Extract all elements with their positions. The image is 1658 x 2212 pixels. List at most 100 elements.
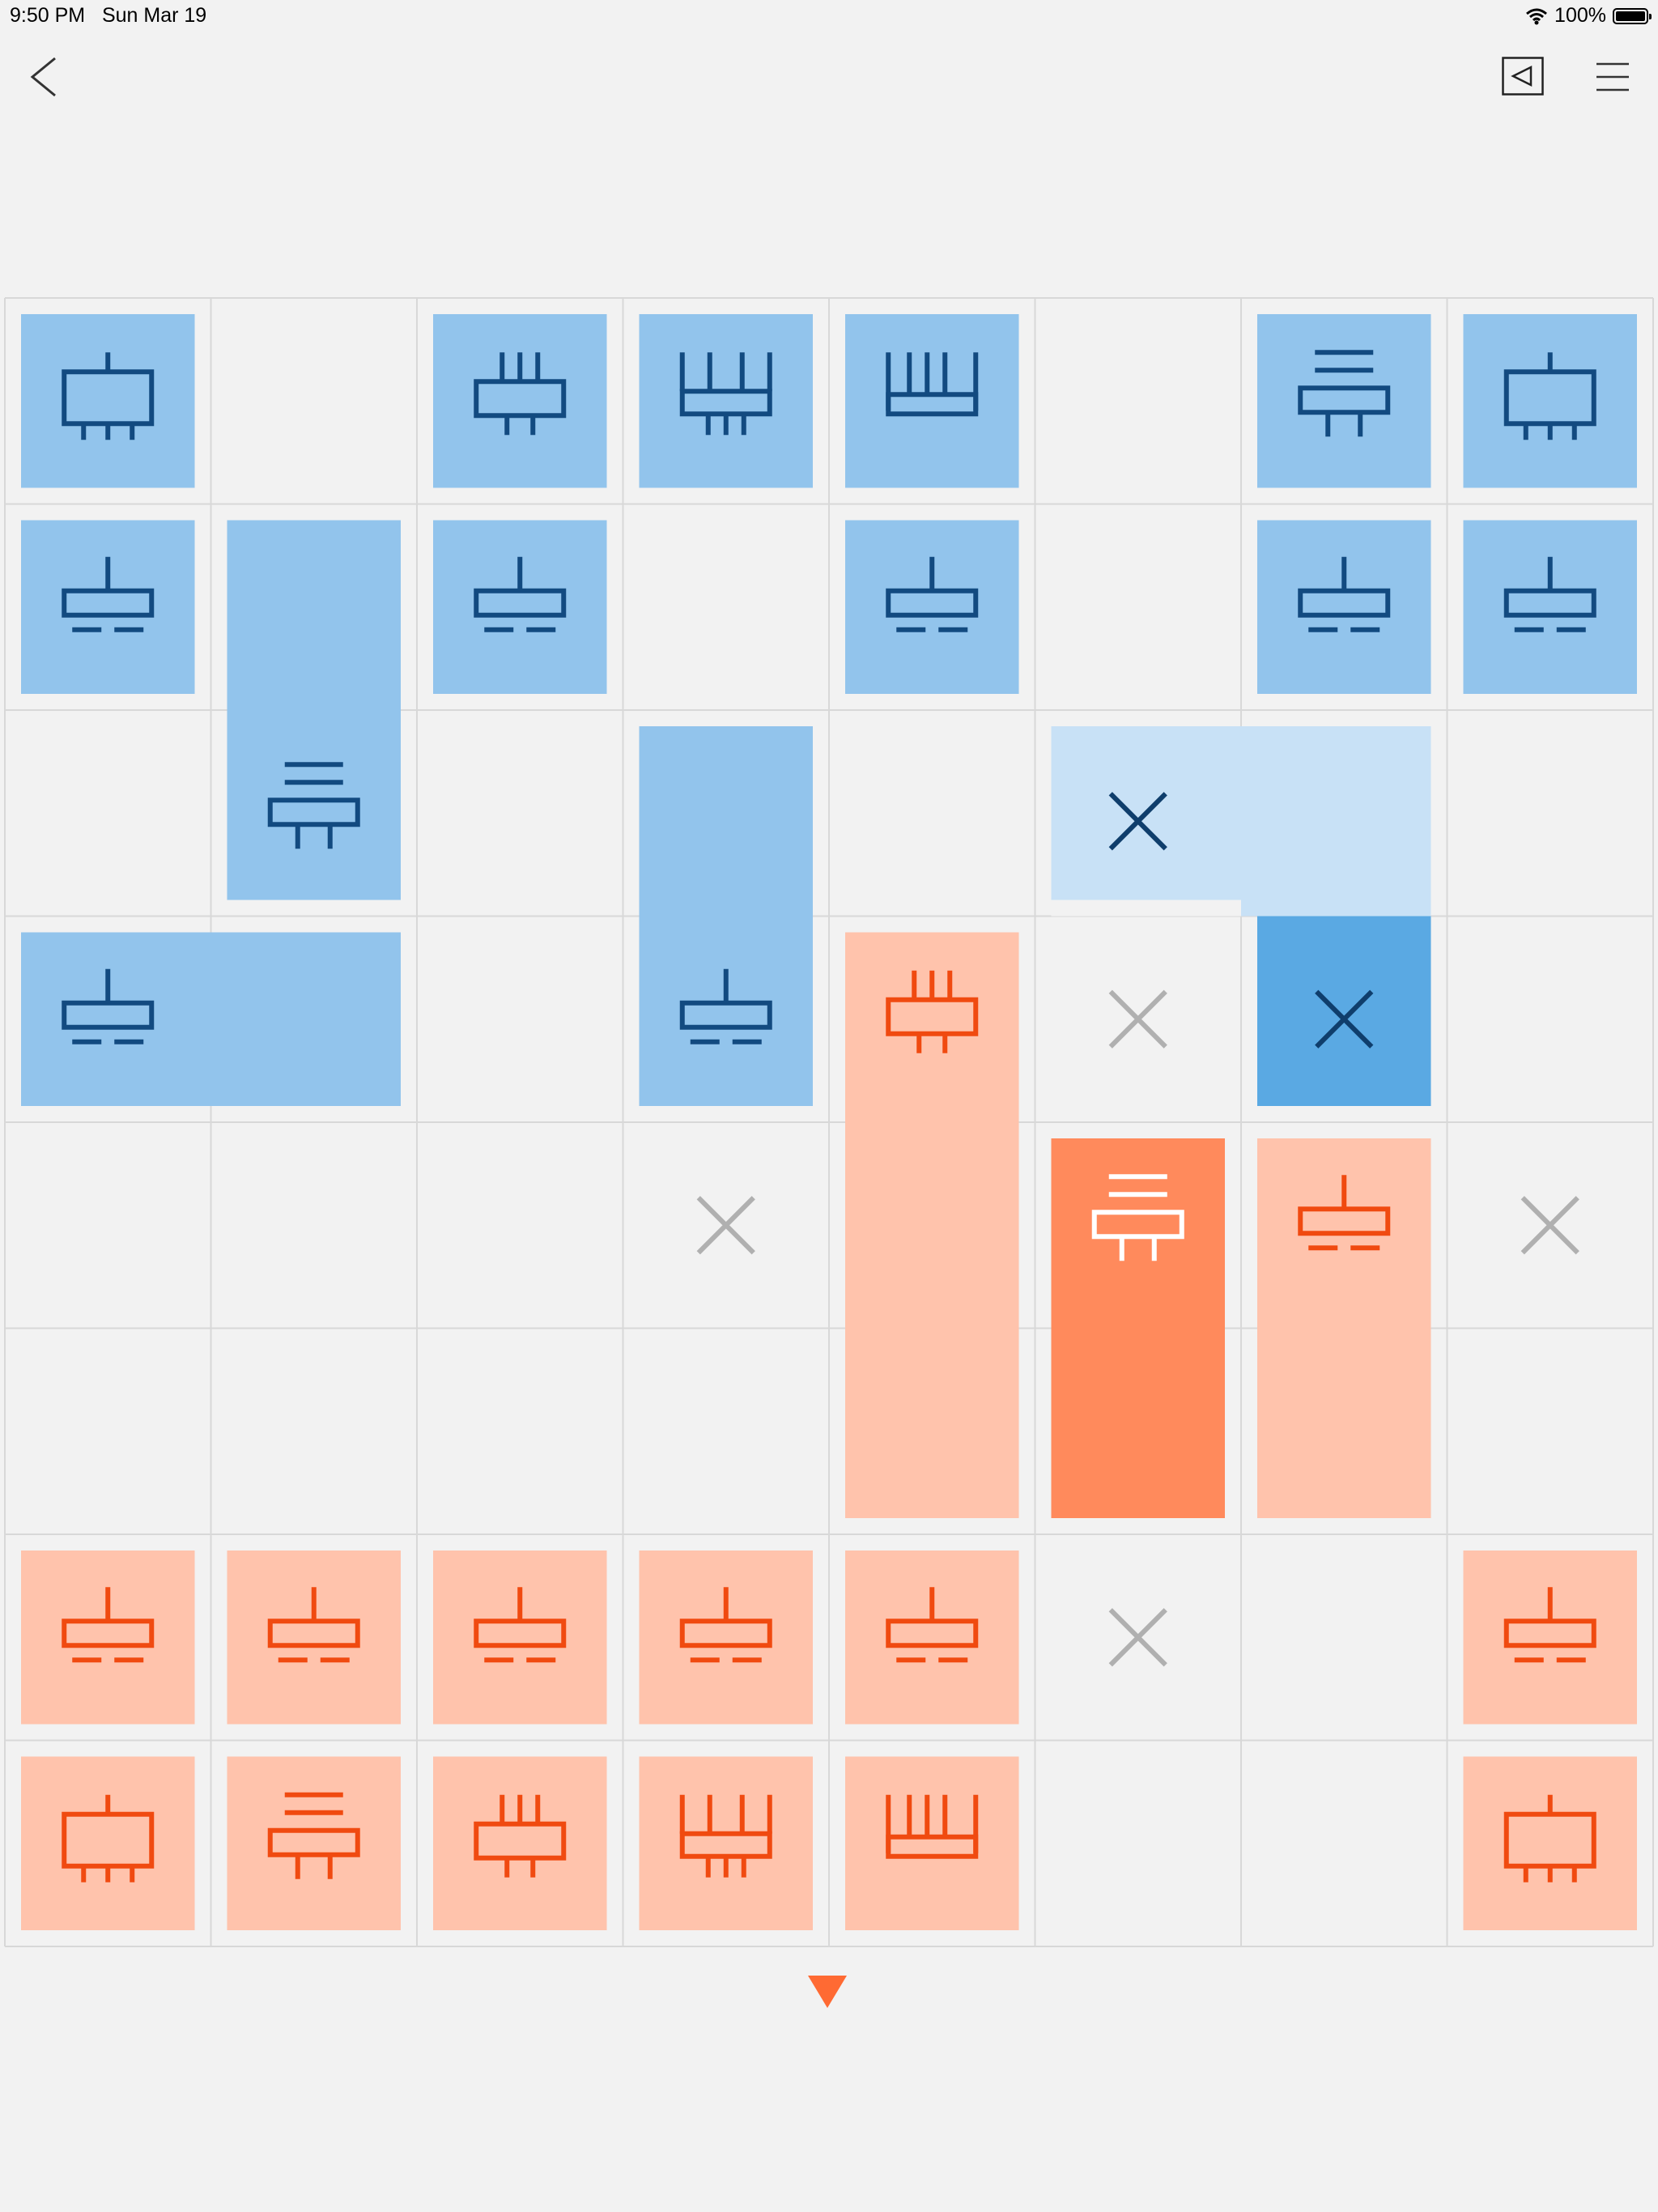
- blue-piece-body[interactable]: [1463, 314, 1638, 488]
- down-arrow-icon: [808, 1976, 847, 2008]
- orange-piece[interactable]: [845, 1551, 1019, 1725]
- orange-piece[interactable]: [1463, 1756, 1638, 1931]
- orange-piece-body[interactable]: [227, 1756, 402, 1931]
- move-target-cell[interactable]: [1051, 726, 1242, 917]
- orange-piece[interactable]: [845, 1756, 1019, 1931]
- available-move-x-icon: [696, 1196, 755, 1255]
- dash-glyph-icon: [886, 556, 979, 632]
- wifi-icon: [1526, 8, 1548, 24]
- orange-piece-body[interactable]: [21, 1551, 195, 1725]
- orange-piece[interactable]: [1257, 1138, 1431, 1518]
- prong4-glyph-icon: [679, 352, 772, 436]
- orange-piece[interactable]: [1463, 1551, 1638, 1725]
- battery-percent: 100%: [1554, 4, 1606, 27]
- dash-glyph-icon: [267, 1587, 360, 1663]
- dash-glyph-icon: [886, 1587, 979, 1663]
- blue-piece[interactable]: [433, 520, 607, 695]
- blue-piece[interactable]: [433, 314, 607, 488]
- blue-piece[interactable]: [21, 932, 401, 1107]
- blue-piece[interactable]: [845, 314, 1019, 488]
- orange-piece-body[interactable]: [639, 1756, 814, 1931]
- blue-piece-body[interactable]: [21, 932, 401, 1107]
- blue-piece[interactable]: [639, 726, 814, 1106]
- blue-piece-body[interactable]: [845, 314, 1019, 488]
- prong4-glyph-icon: [679, 1794, 772, 1878]
- orange-piece[interactable]: [639, 1551, 814, 1725]
- square-triangle-left-icon: [1502, 57, 1544, 96]
- comb-glyph-icon: [886, 352, 979, 417]
- blue-piece[interactable]: [845, 520, 1019, 695]
- highlight-notch: [1051, 900, 1241, 917]
- blue-piece-body[interactable]: [433, 520, 607, 695]
- blue-piece[interactable]: [227, 520, 402, 900]
- blue-piece-body[interactable]: [1257, 520, 1431, 695]
- status-time-date: 9:50 PM Sun Mar 19: [10, 4, 207, 27]
- available-move-x-icon: [1108, 1608, 1167, 1667]
- orange-piece-body[interactable]: [639, 1551, 814, 1725]
- prong3-glyph-icon: [886, 970, 979, 1053]
- dash-glyph-icon: [1503, 556, 1596, 632]
- blue-piece[interactable]: [1463, 520, 1638, 695]
- blue-piece-body[interactable]: [639, 314, 814, 488]
- blue-piece-body[interactable]: [1257, 314, 1431, 488]
- comb-glyph-icon: [886, 1794, 979, 1859]
- orange-piece-body[interactable]: [433, 1551, 607, 1725]
- move-highlight[interactable]: [1051, 726, 1431, 1107]
- move-target-cell[interactable]: [1241, 726, 1431, 917]
- orange-piece-body[interactable]: [845, 932, 1019, 1519]
- dash-glyph-icon: [1298, 556, 1391, 632]
- orange-piece[interactable]: [639, 1756, 814, 1931]
- selected-blue-cell[interactable]: [1257, 916, 1431, 1107]
- orange-piece[interactable]: [845, 932, 1019, 1519]
- orange-piece-body[interactable]: [1463, 1756, 1638, 1931]
- orange-piece-body[interactable]: [21, 1756, 195, 1931]
- back-button[interactable]: [28, 57, 60, 97]
- bar3-glyph-icon: [62, 352, 155, 440]
- orange-piece[interactable]: [21, 1756, 195, 1931]
- blue-piece[interactable]: [639, 314, 814, 488]
- bar3-glyph-icon: [62, 1794, 155, 1882]
- dash-glyph-icon: [62, 1587, 155, 1663]
- blue-piece-body[interactable]: [639, 726, 814, 1106]
- status-bar: 9:50 PM Sun Mar 19 100%: [0, 0, 1658, 32]
- blue-piece[interactable]: [1463, 314, 1638, 488]
- bar3-glyph-icon: [1503, 1794, 1596, 1882]
- status-right: 100%: [1525, 4, 1652, 28]
- blue-piece-body[interactable]: [21, 314, 195, 488]
- orange-piece[interactable]: [433, 1756, 607, 1931]
- orange-piece[interactable]: [21, 1551, 195, 1725]
- orange-piece-body[interactable]: [1463, 1551, 1638, 1725]
- selected-x-icon: [1315, 989, 1374, 1049]
- orange-piece-body[interactable]: [433, 1756, 607, 1931]
- dash-glyph-icon: [474, 556, 567, 632]
- blue-piece[interactable]: [1257, 314, 1431, 488]
- bar3-glyph-icon: [1503, 352, 1596, 440]
- dash-glyph-icon: [62, 968, 155, 1044]
- lines2-glyph-icon: [1091, 1174, 1184, 1261]
- menu-button[interactable]: [1595, 62, 1630, 92]
- orange-piece[interactable]: [227, 1551, 402, 1725]
- lines2-glyph-icon: [1298, 350, 1391, 437]
- orange-piece[interactable]: [227, 1756, 402, 1931]
- orange-piece[interactable]: [433, 1551, 607, 1725]
- blue-piece-body[interactable]: [21, 520, 195, 695]
- available-move-x-icon: [1520, 1196, 1579, 1255]
- orange-piece-body[interactable]: [1051, 1138, 1226, 1518]
- orange-piece-body[interactable]: [845, 1756, 1019, 1931]
- blue-piece[interactable]: [1257, 520, 1431, 695]
- hamburger-menu-icon: [1596, 62, 1629, 91]
- blue-piece-body[interactable]: [433, 314, 607, 488]
- orange-piece-body[interactable]: [845, 1551, 1019, 1725]
- orange-piece[interactable]: [1051, 1138, 1226, 1518]
- battery-icon: [1613, 7, 1652, 24]
- blue-piece-body[interactable]: [845, 520, 1019, 695]
- dash-glyph-icon: [62, 556, 155, 632]
- blue-piece-body[interactable]: [227, 520, 402, 900]
- blue-piece[interactable]: [21, 520, 195, 695]
- orange-piece-body[interactable]: [227, 1551, 402, 1725]
- play-button[interactable]: [1502, 57, 1544, 96]
- board-grid: [4, 297, 1654, 1947]
- lines2-glyph-icon: [267, 1792, 360, 1879]
- blue-piece[interactable]: [21, 314, 195, 488]
- blue-piece-body[interactable]: [1463, 520, 1638, 695]
